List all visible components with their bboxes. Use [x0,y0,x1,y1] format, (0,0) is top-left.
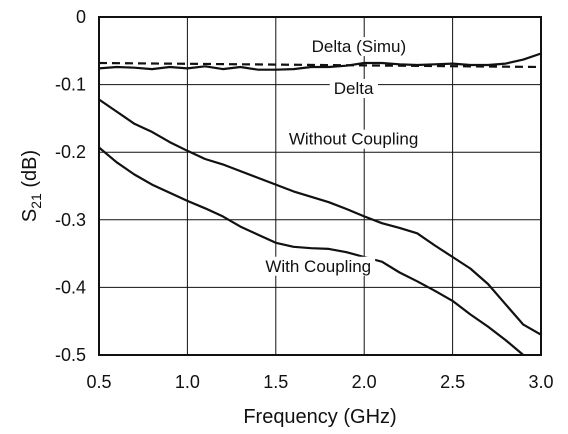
y-axis-label: S21 (dB) [19,150,44,222]
annotation-with-coupling: With Coupling [265,257,371,276]
x-tick-label: 2.5 [440,372,465,392]
x-tick-label: 1.0 [175,372,200,392]
annotation-without-coupling: Without Coupling [289,130,418,149]
series-line-with-coupling [98,146,525,356]
annotations: Delta (Simu) Delta Without Coupling With Co… [261,37,423,276]
annotation-bg [261,256,376,276]
annotation-delta-simu: Delta (Simu) [312,37,406,56]
tick-labels: 0.5 1.0 1.5 2.0 2.5 3.0 0 -0.1 -0.2 -0.3 -0.4 -0.5 [55,7,554,392]
annotation-bg [284,129,423,149]
series-line-delta-simu [98,61,542,69]
y-tick-label: 0 [76,7,86,27]
y-tick-label: -0.5 [55,345,86,365]
annotation-bg [307,37,411,57]
y-axis-label-main: S [19,209,41,222]
y-axis-label-sub: 21 [28,193,44,209]
series-layer [98,52,542,356]
series-line-delta [98,52,542,71]
x-tick-label: 2.0 [352,372,377,392]
x-axis-label: Frequency (GHz) [243,406,396,428]
x-tick-label: 3.0 [528,372,553,392]
series-line-without-coupling [98,98,542,336]
x-tick-label: 1.5 [263,372,288,392]
annotation-bg [329,78,378,98]
y-axis-label-rest: (dB) [19,150,41,193]
x-tick-label: 0.5 [86,372,111,392]
y-tick-label: -0.1 [55,75,86,95]
plot-frame [98,16,542,356]
annotation-delta: Delta [334,79,374,98]
y-tick-label: -0.3 [55,210,86,230]
y-tick-label: -0.4 [55,277,86,297]
y-tick-label: -0.2 [55,142,86,162]
